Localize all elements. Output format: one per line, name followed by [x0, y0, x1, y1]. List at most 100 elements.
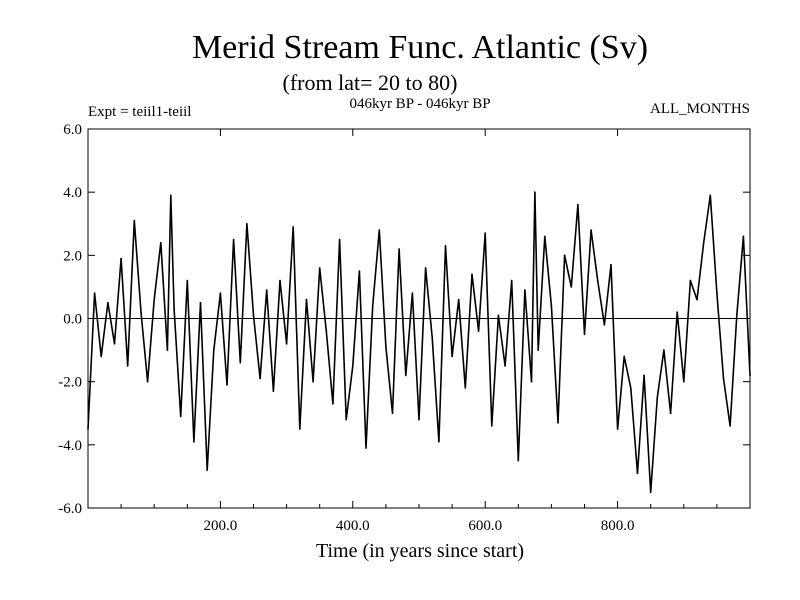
- data-point: [610, 264, 612, 266]
- data-point: [371, 305, 374, 307]
- data-point: [623, 355, 626, 358]
- data-point: [557, 421, 559, 424]
- data-point: [385, 346, 387, 348]
- data-point: [603, 324, 606, 326]
- data-point: [438, 440, 440, 443]
- data-point: [537, 349, 539, 351]
- data-point: [199, 301, 202, 304]
- data-point: [166, 349, 169, 351]
- y-axis: 6.0 4.0 2.0 0.0 -2.0 -4.0 -6.0: [58, 122, 750, 517]
- months-label: ALL_MONTHS: [650, 101, 750, 117]
- data-point: [107, 301, 109, 304]
- data-point: [378, 229, 381, 231]
- data-point: [325, 330, 328, 332]
- data-point: [219, 292, 222, 295]
- data-point: [239, 361, 242, 364]
- experiment-label: Expt = teiil1-teiil: [88, 104, 191, 120]
- data-point: [93, 292, 96, 295]
- data-point: [279, 279, 281, 282]
- data-point: [742, 235, 745, 238]
- data-point: [146, 380, 149, 383]
- series-line: [87, 191, 751, 494]
- data-point: [596, 279, 599, 282]
- y-tick-label: 4.0: [63, 185, 82, 201]
- data-point: [418, 418, 420, 421]
- data-point: [391, 412, 394, 415]
- data-point: [133, 219, 136, 222]
- data-point: [749, 374, 751, 377]
- data-point: [570, 286, 573, 288]
- x-axis: 200.0 400.0 600.0 800.0: [120, 129, 718, 534]
- data-point: [153, 298, 155, 301]
- period-label: 046kyr BP - 046kyr BP: [349, 96, 490, 112]
- data-point: [259, 377, 261, 380]
- data-point: [524, 289, 526, 291]
- plot-area: 6.0 4.0 2.0 0.0 -2.0 -4.0 -6.0 200.0 400.0 600.0…: [58, 122, 751, 534]
- x-axis-label: Time (in years since start): [316, 540, 524, 562]
- chart-title: Merid Stream Func. Atlantic (Sv): [192, 29, 648, 66]
- data-point: [696, 298, 698, 301]
- data-point: [663, 349, 665, 351]
- data-point: [517, 459, 520, 462]
- data-point: [365, 447, 367, 449]
- data-point: [411, 292, 414, 295]
- data-point: [729, 425, 731, 427]
- data-point: [312, 380, 314, 383]
- data-point: [444, 245, 447, 247]
- data-point: [722, 377, 725, 380]
- data-point: [636, 472, 639, 475]
- data-point: [285, 342, 288, 345]
- data-point: [630, 387, 632, 389]
- data-point: [451, 355, 453, 358]
- data-point: [709, 194, 712, 197]
- data-point: [193, 440, 195, 443]
- data-point: [649, 491, 652, 494]
- data-point: [358, 270, 361, 272]
- data-point: [543, 235, 546, 238]
- data-point: [318, 267, 321, 269]
- data-point: [471, 273, 473, 276]
- data-point: [577, 204, 579, 206]
- data-point: [550, 305, 553, 307]
- data-point: [676, 311, 678, 313]
- data-point: [332, 402, 334, 405]
- data-point: [113, 342, 116, 345]
- data-point: [140, 311, 142, 313]
- data-point: [735, 314, 738, 317]
- y-tick-label: 0.0: [63, 312, 82, 328]
- y-tick-label: 6.0: [63, 122, 82, 138]
- data-point: [398, 248, 400, 250]
- y-tick-label: -4.0: [58, 438, 82, 454]
- data-point: [716, 292, 718, 295]
- data-point: [404, 374, 407, 377]
- data-point: [186, 279, 189, 282]
- data-point: [491, 425, 493, 427]
- data-point: [497, 314, 500, 317]
- data-point: [299, 428, 301, 430]
- y-tick-label: -2.0: [58, 375, 82, 391]
- chart-subtitle: (from lat= 20 to 80): [283, 70, 458, 95]
- data-point: [179, 415, 182, 418]
- data-point: [702, 241, 705, 244]
- data-point: [272, 390, 275, 392]
- data-point: [477, 330, 480, 332]
- data-point: [87, 428, 89, 430]
- data-point: [583, 333, 586, 336]
- data-point: [534, 191, 536, 193]
- data-point: [464, 387, 467, 389]
- data-point: [590, 229, 592, 231]
- data-point: [424, 267, 427, 269]
- data-point: [504, 365, 506, 367]
- data-point: [226, 384, 228, 386]
- data-point: [484, 232, 487, 235]
- data-point: [457, 298, 460, 301]
- data-point: [510, 279, 513, 282]
- data-point: [345, 418, 347, 421]
- data-point: [689, 279, 692, 282]
- data-point: [431, 336, 434, 339]
- y-tick-label: -6.0: [58, 501, 82, 517]
- x-tick-label: 800.0: [601, 518, 635, 534]
- x-tick-label: 200.0: [204, 518, 238, 534]
- data-point: [292, 226, 295, 228]
- data-point: [352, 365, 354, 367]
